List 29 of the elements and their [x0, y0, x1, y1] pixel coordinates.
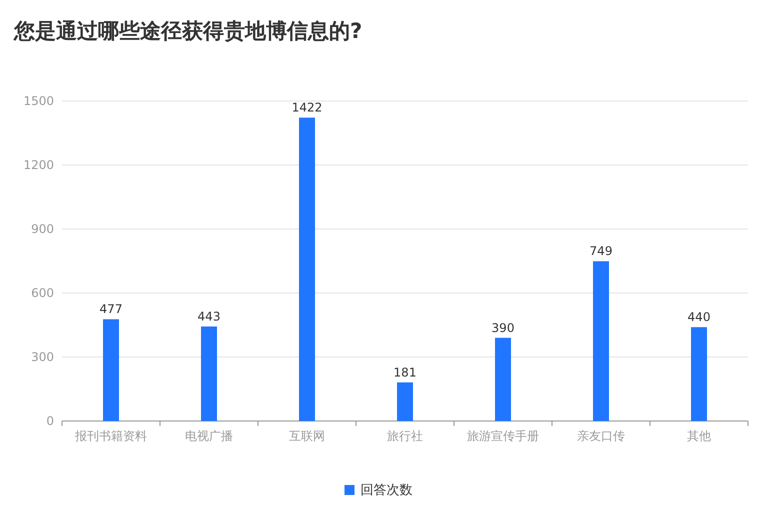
- y-tick-label: 900: [31, 222, 54, 236]
- data-label: 443: [198, 309, 220, 324]
- data-label: 440: [688, 310, 710, 324]
- x-tick-label: 互联网: [289, 429, 325, 443]
- data-label: 477: [100, 302, 122, 316]
- data-label: 749: [590, 244, 612, 258]
- data-label: 181: [394, 365, 416, 380]
- x-tick-label: 旅游宣传手册: [467, 429, 539, 443]
- x-tick-label: 报刊书籍资料: [74, 429, 147, 443]
- bar: [201, 326, 217, 421]
- bar: [593, 261, 609, 421]
- bar: [691, 327, 707, 421]
- y-tick-label: 300: [31, 350, 54, 364]
- x-tick-label: 亲友口传: [577, 429, 625, 443]
- bar: [103, 319, 119, 421]
- y-tick-label: 600: [31, 286, 54, 300]
- y-tick-label: 1500: [23, 94, 54, 108]
- legend-label: 回答次数: [360, 483, 412, 498]
- data-label: 1422: [292, 100, 322, 115]
- x-tick-label: 其他: [687, 429, 711, 443]
- bar: [397, 382, 413, 421]
- y-tick-label: 1200: [23, 158, 54, 172]
- bar: [299, 118, 315, 421]
- x-tick-label: 旅行社: [387, 429, 423, 443]
- bar: [495, 338, 511, 421]
- x-tick-label: 电视广播: [185, 429, 233, 443]
- y-tick-label: 0: [46, 414, 54, 428]
- chart-title: 您是通过哪些途径获得贵地博信息的?: [13, 19, 362, 43]
- data-label: 390: [492, 320, 514, 335]
